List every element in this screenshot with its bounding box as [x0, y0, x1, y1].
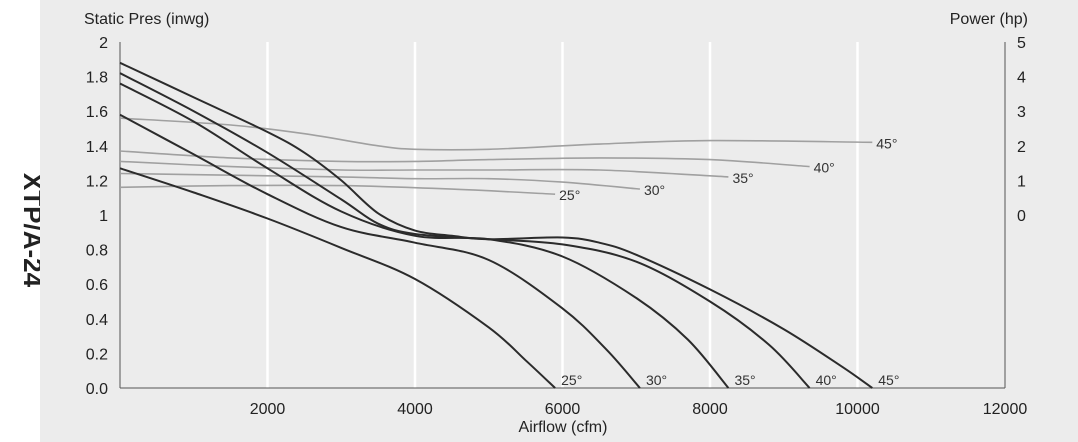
x-tick-label: 10000	[835, 401, 880, 418]
x-tick-label: 6000	[545, 401, 581, 418]
power-curve-3	[119, 160, 729, 178]
y-tick-label: 0.2	[86, 346, 108, 363]
pressure-curve-3	[119, 82, 730, 389]
pressure-curve-5	[119, 61, 873, 389]
power-curve-1	[119, 184, 556, 195]
y-tick-label: 0.6	[86, 277, 108, 294]
side-title-text: XTP/A-24	[18, 173, 44, 288]
y-tick-label: 2	[99, 35, 108, 52]
pressure-curve-4	[119, 72, 811, 389]
y2-tick-label: 0	[1017, 208, 1026, 225]
x-axis-title: Airflow (cfm)	[519, 419, 608, 436]
power-curve-label-5: 45°	[876, 135, 897, 151]
y-tick-label: 1.8	[86, 70, 108, 87]
power-curve-label-4: 40°	[814, 160, 835, 176]
side-title: XTP/A-24	[18, 173, 44, 288]
pressure-curve-label-1: 25°	[561, 372, 582, 388]
x-tick-label: 12000	[983, 401, 1028, 418]
pressure-curves	[119, 61, 873, 389]
axes: 0.0 0.2 0.4 0.6 0.8 1 1.2 1.4 1.6 1.8 2 2000 4000 600…	[86, 35, 1028, 418]
y2-tick-label: 2	[1017, 139, 1026, 156]
y-axis-title: Static Pres (inwg)	[84, 11, 209, 28]
y-tick-label: 1.6	[86, 104, 108, 121]
power-curve-4	[119, 150, 810, 168]
y-tick-label: 0.8	[86, 243, 108, 260]
y2-tick-label: 5	[1017, 35, 1026, 52]
power-curve-label-3: 35°	[732, 170, 753, 186]
plot-frame	[119, 42, 1006, 389]
power-curve-label-1: 25°	[559, 187, 580, 203]
x-tick-label: 2000	[250, 401, 286, 418]
pressure-curve-1	[119, 167, 556, 389]
grid-lines	[266, 42, 859, 388]
y-tick-label: 0.0	[86, 381, 108, 398]
y-tick-label: 0.4	[86, 312, 108, 329]
pressure-curve-label-4: 40°	[816, 372, 837, 388]
y2-tick-label: 3	[1017, 104, 1026, 121]
pressure-curve-label-2: 30°	[646, 372, 667, 388]
pressure-curve-label-5: 45°	[878, 372, 899, 388]
y-tick-label: 1.2	[86, 173, 108, 190]
pressure-curve-label-3: 35°	[734, 372, 755, 388]
power-curves	[119, 117, 873, 195]
plot-area	[40, 0, 1078, 442]
y2-tick-label: 1	[1017, 173, 1026, 190]
y2-axis-title: Power (hp)	[950, 11, 1028, 28]
pressure-curve-2	[119, 113, 641, 389]
y2-tick-label: 4	[1017, 70, 1026, 87]
power-curve-5	[119, 117, 873, 151]
y-tick-label: 1	[99, 208, 108, 225]
x-tick-label: 8000	[692, 401, 728, 418]
power-curve-2	[119, 172, 640, 190]
curve-labels: 25° 30° 35° 40° 45° 25° 30° 35° 40° 45°	[559, 135, 899, 388]
y-tick-label: 1.4	[86, 139, 108, 156]
x-tick-label: 4000	[397, 401, 433, 418]
power-curve-label-2: 30°	[644, 182, 665, 198]
